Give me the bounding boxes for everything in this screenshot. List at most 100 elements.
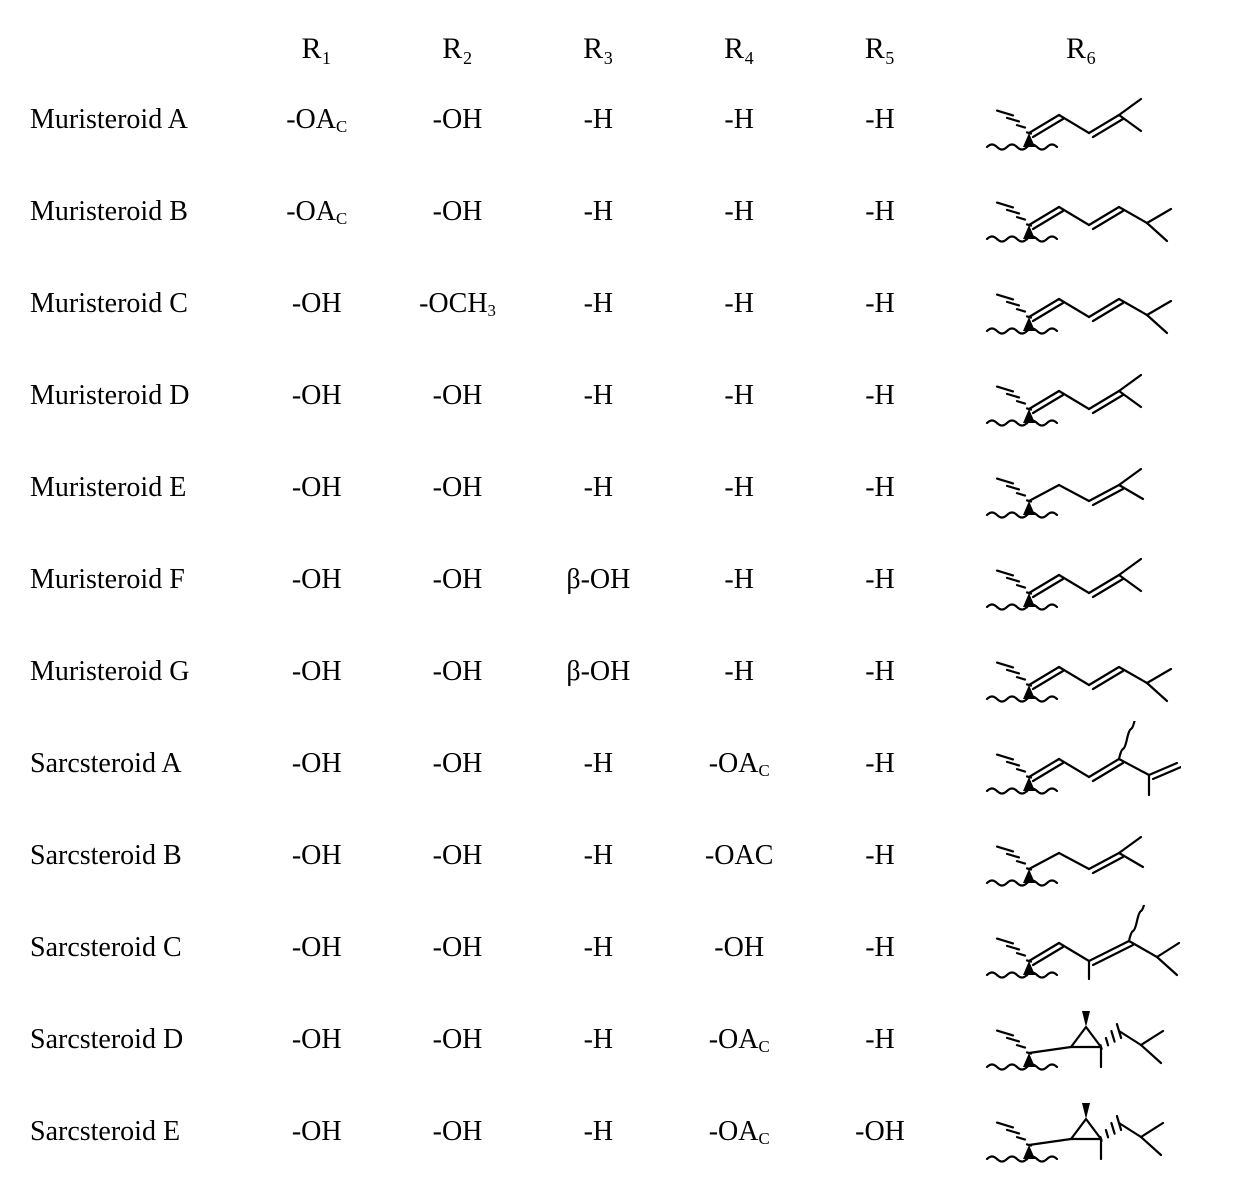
cell-r6 [950, 718, 1212, 810]
compound-name: Sarcsteroid D [28, 994, 246, 1086]
r6-structure-icon [981, 721, 1181, 799]
cell-r5: -H [810, 902, 951, 994]
cell-r2: -OCH3 [387, 258, 528, 350]
col-head-r2: R₂ [387, 24, 528, 74]
cell-r4: -H [669, 442, 810, 534]
cell-r4: -H [669, 166, 810, 258]
cell-r3: β-OH [528, 534, 669, 626]
compound-name: Muristeroid B [28, 166, 246, 258]
cell-r5: -H [810, 258, 951, 350]
cell-r1: -OH [246, 534, 387, 626]
cell-r6 [950, 994, 1212, 1086]
cell-r4: -H [669, 626, 810, 718]
col-head-r6: R₆ [950, 24, 1212, 74]
r6-structure-icon [981, 997, 1181, 1075]
cell-r4: -H [669, 258, 810, 350]
cell-r4: -OAC [669, 1086, 810, 1178]
cell-r4: -OAC [669, 810, 810, 902]
compound-name: Muristeroid G [28, 626, 246, 718]
cell-r5: -H [810, 74, 951, 166]
table-row: Sarcsteroid B -OH -OH -H -OAC -H [28, 810, 1212, 902]
cell-r1: -OH [246, 1086, 387, 1178]
table-row: Muristeroid A -OAC -OH -H -H -H [28, 74, 1212, 166]
r6-structure-icon [981, 1089, 1181, 1167]
cell-r1: -OH [246, 902, 387, 994]
compound-name: Muristeroid F [28, 534, 246, 626]
r6-structure-icon [981, 169, 1181, 247]
cell-r3: -H [528, 810, 669, 902]
cell-r3: -H [528, 902, 669, 994]
cell-r1: -OAC [246, 166, 387, 258]
cell-r2: -OH [387, 626, 528, 718]
cell-r5: -OH [810, 1086, 951, 1178]
r6-structure-icon [981, 445, 1181, 523]
cell-r2: -OH [387, 442, 528, 534]
cell-r5: -H [810, 810, 951, 902]
r6-structure-icon [981, 353, 1181, 431]
r6-structure-icon [981, 537, 1181, 615]
table-row: Sarcsteroid D -OH -OH -H -OAC -H [28, 994, 1212, 1086]
cell-r4: -H [669, 74, 810, 166]
table-row: Sarcsteroid A -OH -OH -H -OAC -H [28, 718, 1212, 810]
compound-name: Sarcsteroid C [28, 902, 246, 994]
cell-r1: -OH [246, 810, 387, 902]
compound-name: Muristeroid E [28, 442, 246, 534]
cell-r3: -H [528, 442, 669, 534]
r6-structure-icon [981, 629, 1181, 707]
cell-r6 [950, 1086, 1212, 1178]
cell-r2: -OH [387, 166, 528, 258]
cell-r2: -OH [387, 994, 528, 1086]
cell-r5: -H [810, 534, 951, 626]
cell-r1: -OH [246, 626, 387, 718]
r6-structure-icon [981, 905, 1181, 983]
cell-r5: -H [810, 626, 951, 718]
table-row: Muristeroid D -OH -OH -H -H -H [28, 350, 1212, 442]
cell-r6 [950, 442, 1212, 534]
col-head-name [28, 24, 246, 74]
compound-name: Muristeroid A [28, 74, 246, 166]
cell-r6 [950, 166, 1212, 258]
cell-r4: -H [669, 534, 810, 626]
compound-name: Muristeroid D [28, 350, 246, 442]
cell-r3: -H [528, 258, 669, 350]
cell-r6 [950, 258, 1212, 350]
cell-r3: -H [528, 718, 669, 810]
compound-name: Muristeroid C [28, 258, 246, 350]
r6-structure-icon [981, 813, 1181, 891]
cell-r1: -OH [246, 350, 387, 442]
cell-r3: -H [528, 166, 669, 258]
cell-r4: -OAC [669, 994, 810, 1086]
table-row: Muristeroid B -OAC -OH -H -H -H [28, 166, 1212, 258]
cell-r6 [950, 810, 1212, 902]
table-row: Sarcsteroid E -OH -OH -H -OAC -OH [28, 1086, 1212, 1178]
cell-r6 [950, 350, 1212, 442]
table-row: Muristeroid F -OH -OH β-OH -H -H [28, 534, 1212, 626]
compound-name: Sarcsteroid A [28, 718, 246, 810]
cell-r3: -H [528, 350, 669, 442]
cell-r2: -OH [387, 534, 528, 626]
cell-r2: -OH [387, 1086, 528, 1178]
table-row: Muristeroid E -OH -OH -H -H -H [28, 442, 1212, 534]
header-row: R₁ R₂ R₃ R₄ R₅ R₆ [28, 24, 1212, 74]
substituent-table: R₁ R₂ R₃ R₄ R₅ R₆ Muristeroid A -OAC -OH… [28, 24, 1212, 1178]
table-row: Muristeroid C -OH -OCH3 -H -H -H [28, 258, 1212, 350]
cell-r5: -H [810, 166, 951, 258]
cell-r3: -H [528, 994, 669, 1086]
cell-r3: β-OH [528, 626, 669, 718]
cell-r6 [950, 902, 1212, 994]
col-head-r4: R₄ [669, 24, 810, 74]
cell-r6 [950, 74, 1212, 166]
cell-r3: -H [528, 1086, 669, 1178]
cell-r5: -H [810, 718, 951, 810]
table-row: Muristeroid G -OH -OH β-OH -H -H [28, 626, 1212, 718]
cell-r5: -H [810, 994, 951, 1086]
cell-r3: -H [528, 74, 669, 166]
cell-r2: -OH [387, 718, 528, 810]
cell-r2: -OH [387, 350, 528, 442]
cell-r6 [950, 534, 1212, 626]
cell-r2: -OH [387, 810, 528, 902]
cell-r6 [950, 626, 1212, 718]
col-head-r5: R₅ [810, 24, 951, 74]
col-head-r3: R₃ [528, 24, 669, 74]
compound-name: Sarcsteroid B [28, 810, 246, 902]
